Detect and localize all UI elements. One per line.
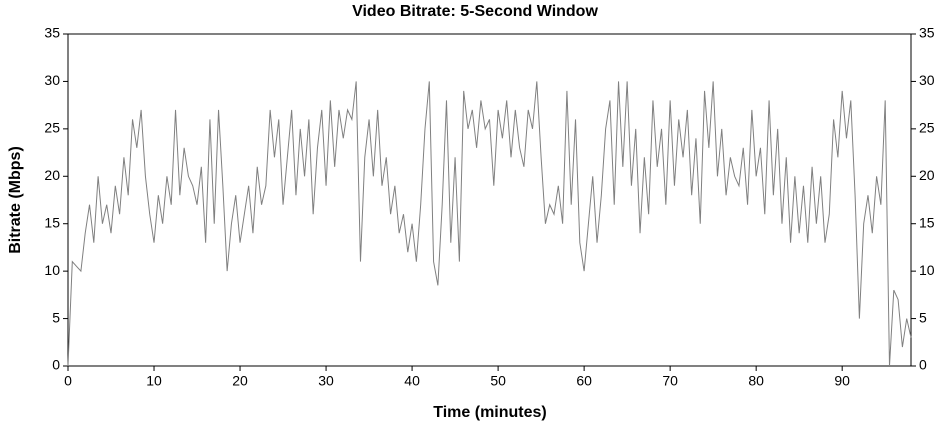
bitrate-line [67, 81, 912, 367]
plot-frame [67, 33, 912, 367]
y-tick-label: 25 [44, 120, 60, 136]
x-tick-label: 10 [146, 373, 162, 389]
y2-tick-label: 10 [919, 262, 935, 278]
y-tick-label: 35 [44, 25, 60, 41]
y2-tick-label: 15 [919, 214, 935, 230]
y2-tick-label: 35 [919, 25, 935, 41]
y-tick-label: 30 [44, 72, 60, 88]
x-tick-label: 20 [232, 373, 248, 389]
x-tick-label: 70 [662, 373, 678, 389]
y-axis-label: Bitrate (Mbps) [7, 146, 24, 254]
y-tick-label: 0 [52, 357, 60, 373]
x-tick-label: 60 [576, 373, 592, 389]
x-axis-label: Time (minutes) [433, 404, 547, 421]
x-tick-label: 30 [318, 373, 334, 389]
y2-tick-label: 0 [919, 357, 927, 373]
y2-tick-label: 30 [919, 72, 935, 88]
y2-tick-label: 20 [919, 167, 935, 183]
y2-tick-label: 25 [919, 120, 935, 136]
x-tick-label: 50 [490, 373, 506, 389]
y-tick-label: 10 [44, 262, 60, 278]
chart-title: Video Bitrate: 5-Second Window [352, 3, 598, 20]
x-tick-label: 80 [748, 373, 764, 389]
y-tick-label: 5 [52, 309, 60, 325]
x-tick-label: 40 [404, 373, 420, 389]
y-tick-label: 20 [44, 167, 60, 183]
x-tick-label: 0 [64, 373, 72, 389]
x-tick-label: 90 [834, 373, 850, 389]
y2-tick-label: 5 [919, 309, 927, 325]
y-tick-label: 15 [44, 214, 60, 230]
